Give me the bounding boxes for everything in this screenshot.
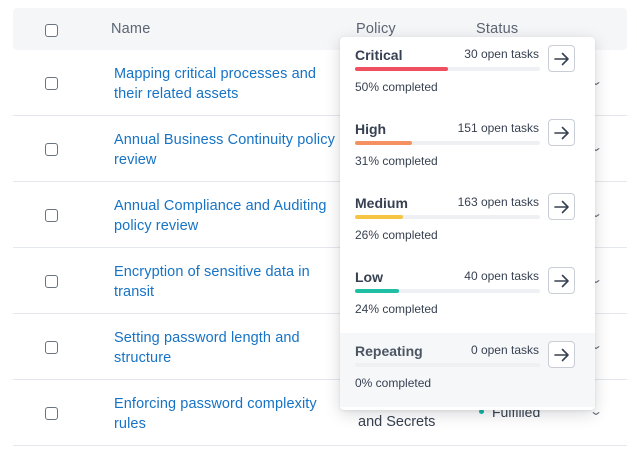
row-checkbox[interactable] xyxy=(45,77,58,90)
priority-item-repeating: Repeating 0 open tasks 0% completed xyxy=(340,333,595,407)
progress-track xyxy=(355,289,540,293)
completed-percent: 0% completed xyxy=(355,376,432,390)
priority-item-critical: Critical 30 open tasks 50% completed xyxy=(340,37,595,111)
progress-track xyxy=(355,141,540,145)
priority-label: Critical xyxy=(355,47,403,63)
open-tasks-count: 40 open tasks xyxy=(464,269,539,283)
open-priority-button[interactable] xyxy=(548,45,575,72)
task-name-link[interactable]: Annual Business Continuity policy review xyxy=(114,132,335,168)
open-priority-button[interactable] xyxy=(548,119,575,146)
open-priority-button[interactable] xyxy=(548,341,575,368)
priority-label: High xyxy=(355,121,387,137)
arrow-right-icon xyxy=(553,126,569,139)
status-dot-icon xyxy=(479,408,484,414)
row-checkbox[interactable] xyxy=(45,275,58,288)
progress-fill xyxy=(355,67,448,71)
arrow-right-icon xyxy=(553,52,569,65)
progress-fill xyxy=(355,215,404,219)
row-checkbox[interactable] xyxy=(45,209,58,222)
open-tasks-count: 151 open tasks xyxy=(457,121,539,135)
completed-percent: 31% completed xyxy=(355,154,438,168)
column-header-name[interactable]: Name xyxy=(111,21,151,37)
task-name-link[interactable]: Encryption of sensitive data in transit xyxy=(114,264,310,300)
progress-fill xyxy=(355,141,413,145)
task-name-link[interactable]: Setting password length and structure xyxy=(114,330,300,366)
task-name-link[interactable]: Annual Compliance and Auditing policy re… xyxy=(114,198,327,234)
open-tasks-count: 163 open tasks xyxy=(457,195,539,209)
table-header: Name Policy Status xyxy=(13,8,627,50)
arrow-right-icon xyxy=(553,200,569,213)
row-checkbox[interactable] xyxy=(45,143,58,156)
policy-cell: and Secrets xyxy=(358,414,436,430)
open-tasks-count: 30 open tasks xyxy=(464,47,539,61)
open-tasks-count: 0 open tasks xyxy=(470,343,539,357)
row-checkbox[interactable] xyxy=(45,341,58,354)
priority-label: Low xyxy=(355,269,383,285)
select-all-checkbox[interactable] xyxy=(45,24,58,37)
table-row: Annual Compliance and Auditing policy re… xyxy=(13,182,627,248)
priority-label: Repeating xyxy=(355,343,423,359)
task-name-link[interactable]: Mapping critical processes and their rel… xyxy=(114,66,317,102)
priority-item-high: High 151 open tasks 31% completed xyxy=(340,111,595,185)
row-checkbox[interactable] xyxy=(45,407,58,420)
table-row: Encryption of sensitive data in transit … xyxy=(13,248,627,314)
tasks-table: Name Policy Status Mapping critical proc… xyxy=(13,8,627,446)
table-row: Mapping critical processes and their rel… xyxy=(13,50,627,116)
priority-item-medium: Medium 163 open tasks 26% completed xyxy=(340,185,595,259)
completed-percent: 24% completed xyxy=(355,302,438,316)
table-row: Enforcing password complexity rules and … xyxy=(13,380,627,446)
completed-percent: 26% completed xyxy=(355,228,438,242)
task-name-link[interactable]: Enforcing password complexity rules xyxy=(114,396,317,432)
priority-item-low: Low 40 open tasks 24% completed xyxy=(340,259,595,333)
priority-label: Medium xyxy=(355,195,408,211)
table-row: Setting password length and structure ⌄ xyxy=(13,314,627,380)
progress-fill xyxy=(355,289,400,293)
arrow-right-icon xyxy=(553,274,569,287)
arrow-right-icon xyxy=(553,348,569,361)
table-row: Annual Business Continuity policy review… xyxy=(13,116,627,182)
open-priority-button[interactable] xyxy=(548,193,575,220)
completed-percent: 50% completed xyxy=(355,80,438,94)
progress-track xyxy=(355,215,540,219)
progress-track xyxy=(355,67,540,71)
open-priority-button[interactable] xyxy=(548,267,575,294)
priority-breakdown-popover: Critical 30 open tasks 50% completed Hig… xyxy=(340,37,595,410)
column-header-status[interactable]: Status xyxy=(476,21,519,37)
column-header-policy[interactable]: Policy xyxy=(356,21,396,37)
progress-track xyxy=(355,363,540,367)
